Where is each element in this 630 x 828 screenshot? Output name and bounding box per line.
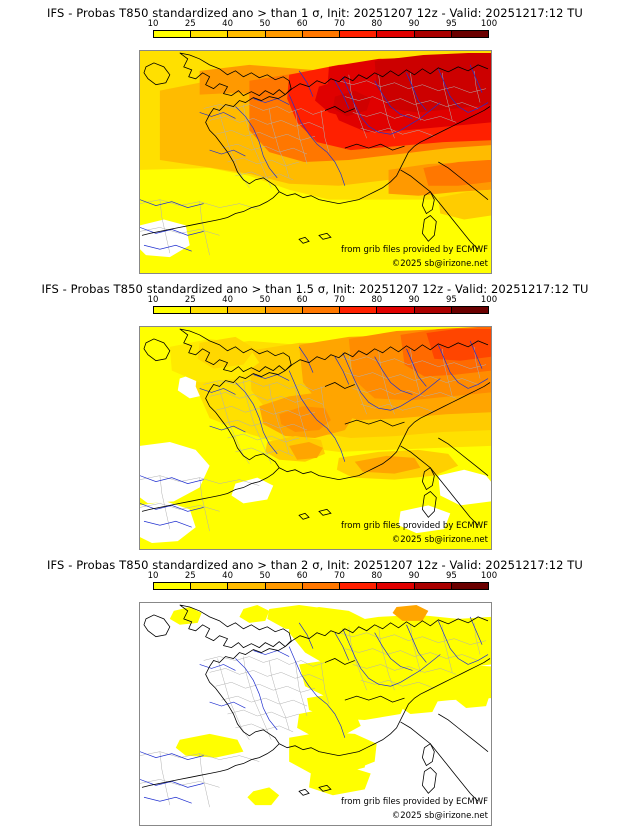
colorbar-tick: 25 bbox=[184, 571, 196, 581]
map-frame-2sigma[interactable]: from grib files provided by ECMWF ©2025 … bbox=[139, 602, 492, 826]
coastlines bbox=[141, 328, 491, 526]
geography-overlay-1sigma bbox=[140, 52, 491, 256]
colorbar-segment bbox=[414, 307, 452, 313]
colorbar-tick-labels-1sigma: 10 25 40 50 60 70 80 90 95 100 bbox=[148, 19, 498, 30]
colorbar-tick: 100 bbox=[480, 571, 498, 581]
colorbar-segment bbox=[191, 31, 229, 37]
colorbar-segment bbox=[302, 583, 341, 589]
colorbar-tick: 80 bbox=[371, 295, 383, 305]
geography-overlay-15sigma bbox=[140, 328, 491, 532]
colorbar-segment bbox=[451, 583, 488, 589]
colorbar-tick: 60 bbox=[296, 571, 308, 581]
colorbar-tick: 90 bbox=[408, 571, 420, 581]
colorbar-tick: 40 bbox=[222, 19, 233, 29]
colorbar-tick: 90 bbox=[408, 19, 420, 29]
admin-boundaries bbox=[140, 70, 487, 256]
admin-boundaries bbox=[140, 622, 487, 808]
colorbar-segment bbox=[265, 31, 303, 37]
colorbar-segment bbox=[154, 31, 192, 37]
rivers bbox=[140, 340, 489, 528]
panel-title-2sigma: IFS - Probas T850 standardized ano > tha… bbox=[47, 558, 583, 572]
colorbar-tick: 10 bbox=[147, 571, 159, 581]
colorbar-tick: 95 bbox=[445, 295, 457, 305]
colorbar-segment bbox=[228, 307, 266, 313]
probability-map-15sigma bbox=[140, 327, 491, 549]
attribution-copyright: ©2025 sb@irizone.net bbox=[391, 811, 488, 821]
attribution-copyright: ©2025 sb@irizone.net bbox=[391, 259, 488, 269]
colorbar-tick-labels-2sigma: 10 25 40 50 60 70 80 90 95 100 bbox=[148, 571, 498, 582]
colorbar-tick: 50 bbox=[259, 571, 271, 581]
colorbar-segment bbox=[451, 307, 488, 313]
colorbar-tick: 60 bbox=[296, 295, 308, 305]
colorbar-tick: 95 bbox=[445, 571, 457, 581]
forecast-panel-1sigma: IFS - Probas T850 standardized ano > tha… bbox=[0, 0, 630, 276]
colorbar-tick: 40 bbox=[222, 295, 233, 305]
colorbar-tick: 70 bbox=[334, 295, 345, 305]
forecast-panel-15sigma: IFS - Probas T850 standardized ano > tha… bbox=[0, 276, 630, 552]
attribution-source: from grib files provided by ECMWF bbox=[341, 797, 488, 807]
colorbar-gradient-1sigma bbox=[153, 30, 489, 38]
colorbar-segment bbox=[191, 583, 229, 589]
panel-title-15sigma: IFS - Probas T850 standardized ano > tha… bbox=[41, 282, 589, 296]
probability-map-1sigma bbox=[140, 51, 491, 273]
shading-1sigma bbox=[140, 51, 491, 273]
shading-2sigma bbox=[140, 603, 491, 825]
colorbar-tick: 80 bbox=[371, 19, 383, 29]
map-frame-1sigma[interactable]: from grib files provided by ECMWF ©2025 … bbox=[139, 50, 492, 274]
rivers bbox=[140, 64, 489, 252]
colorbar-segment bbox=[154, 307, 192, 313]
forecast-panel-2sigma: IFS - Probas T850 standardized ano > tha… bbox=[0, 552, 630, 828]
colorbar-tick: 40 bbox=[222, 571, 233, 581]
colorbar-tick: 80 bbox=[371, 571, 383, 581]
colorbar-segment bbox=[154, 583, 192, 589]
attribution-source: from grib files provided by ECMWF bbox=[341, 521, 488, 531]
colorbar-tick: 60 bbox=[296, 19, 308, 29]
attribution-copyright: ©2025 sb@irizone.net bbox=[391, 535, 488, 545]
colorbar-segment bbox=[451, 31, 488, 37]
colorbar-segment bbox=[302, 307, 341, 313]
colorbar-tick: 25 bbox=[184, 295, 196, 305]
colorbar-tick: 10 bbox=[147, 295, 159, 305]
colorbar-segment bbox=[414, 583, 452, 589]
colorbar-tick: 95 bbox=[445, 19, 457, 29]
colorbar-tick: 100 bbox=[480, 295, 498, 305]
rivers bbox=[140, 616, 489, 804]
probability-map-2sigma bbox=[140, 603, 491, 825]
colorbar-tick: 50 bbox=[259, 295, 271, 305]
colorbar-tick: 70 bbox=[334, 571, 345, 581]
colorbar-segment bbox=[265, 583, 303, 589]
attribution-source: from grib files provided by ECMWF bbox=[341, 245, 488, 255]
colorbar-tick: 100 bbox=[480, 19, 498, 29]
colorbar-segment bbox=[377, 31, 415, 37]
colorbar-segment bbox=[377, 307, 415, 313]
colorbar-segment bbox=[191, 307, 229, 313]
colorbar-segment bbox=[340, 583, 378, 589]
colorbar-tick-labels-15sigma: 10 25 40 50 60 70 80 90 95 100 bbox=[148, 295, 498, 306]
colorbar-segment bbox=[228, 31, 266, 37]
colorbar-tick: 10 bbox=[147, 19, 159, 29]
colorbar-tick: 90 bbox=[408, 295, 420, 305]
colorbar-segment bbox=[377, 583, 415, 589]
geography-overlay-2sigma bbox=[140, 604, 491, 808]
coastlines bbox=[141, 52, 491, 250]
colorbar-gradient-15sigma bbox=[153, 306, 489, 314]
coastlines bbox=[141, 604, 491, 802]
colorbar-tick: 70 bbox=[334, 19, 345, 29]
colorbar-segment bbox=[265, 307, 303, 313]
colorbar-segment bbox=[228, 583, 266, 589]
colorbar-15sigma: 10 25 40 50 60 70 80 90 95 100 bbox=[148, 295, 498, 314]
colorbar-segment bbox=[340, 31, 378, 37]
colorbar-1sigma: 10 25 40 50 60 70 80 90 95 100 bbox=[148, 19, 498, 38]
colorbar-tick: 50 bbox=[259, 19, 271, 29]
colorbar-gradient-2sigma bbox=[153, 582, 489, 590]
panel-title-1sigma: IFS - Probas T850 standardized ano > tha… bbox=[47, 6, 583, 20]
colorbar-2sigma: 10 25 40 50 60 70 80 90 95 100 bbox=[148, 571, 498, 590]
colorbar-segment bbox=[340, 307, 378, 313]
colorbar-segment bbox=[302, 31, 341, 37]
colorbar-segment bbox=[414, 31, 452, 37]
map-frame-15sigma[interactable]: from grib files provided by ECMWF ©2025 … bbox=[139, 326, 492, 550]
colorbar-tick: 25 bbox=[184, 19, 196, 29]
